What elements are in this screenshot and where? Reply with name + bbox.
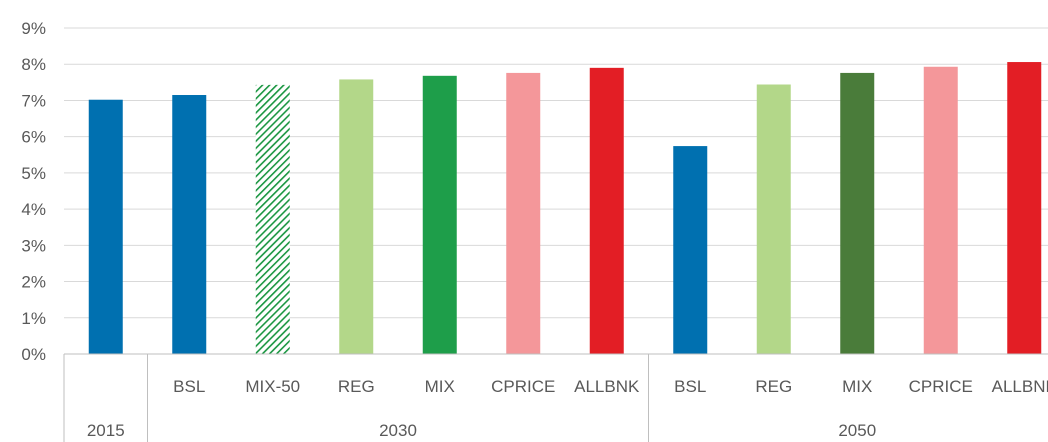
category-label: REG xyxy=(755,377,792,396)
y-tick-label: 7% xyxy=(21,91,46,110)
bar xyxy=(756,84,791,355)
y-tick-label: 0% xyxy=(21,345,46,364)
bar xyxy=(1007,62,1042,354)
category-label: CPRICE xyxy=(909,377,973,396)
bar xyxy=(255,84,290,354)
gridlines xyxy=(64,27,1048,319)
bar xyxy=(840,72,875,354)
bar xyxy=(673,146,708,354)
y-axis-tick-labels: 0% 1% 2% 3% 4% 5% 6% 7% 8% 9% xyxy=(21,19,46,364)
category-label: ALLBNK xyxy=(992,377,1048,396)
y-tick-label: 1% xyxy=(21,309,46,328)
bar xyxy=(923,66,958,354)
x-axis xyxy=(63,353,1048,442)
y-tick-label: 5% xyxy=(21,164,46,183)
y-tick-label: 6% xyxy=(21,128,46,147)
y-tick-label: 4% xyxy=(21,200,46,219)
group-label: 2015 xyxy=(87,421,125,440)
bar xyxy=(422,75,457,355)
category-label: CPRICE xyxy=(491,377,555,396)
category-label: MIX-50 xyxy=(245,377,300,396)
y-tick-label: 9% xyxy=(21,19,46,38)
bar xyxy=(506,72,541,354)
bar xyxy=(172,95,207,354)
group-label: 2050 xyxy=(838,421,876,440)
bars xyxy=(88,62,1042,355)
group-label: 2030 xyxy=(379,421,417,440)
group-labels: 2015 2030 2050 xyxy=(87,421,876,440)
category-label: REG xyxy=(338,377,375,396)
y-tick-label: 3% xyxy=(21,236,46,255)
category-label: MIX xyxy=(425,377,455,396)
bar xyxy=(589,67,624,354)
bar xyxy=(88,99,123,354)
category-label: BSL xyxy=(173,377,205,396)
category-label: ALLBNK xyxy=(574,377,640,396)
category-label: MIX xyxy=(842,377,872,396)
bar xyxy=(339,79,374,355)
y-tick-label: 2% xyxy=(21,273,46,292)
category-labels: BSL MIX-50 REG MIX CPRICE ALLBNK BSL REG MIX CPRI… xyxy=(173,377,1048,396)
y-tick-label: 8% xyxy=(21,55,46,74)
category-label: BSL xyxy=(674,377,706,396)
